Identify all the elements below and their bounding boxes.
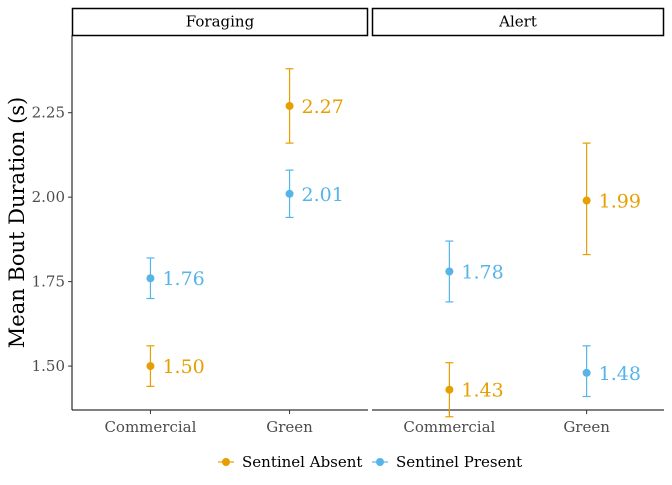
x-tick-label: Commercial bbox=[104, 418, 196, 436]
data-label: 2.27 bbox=[302, 96, 344, 118]
legend-key-point bbox=[222, 458, 230, 466]
facet-strip-1 bbox=[71, 7, 369, 37]
data-label: 1.76 bbox=[162, 268, 204, 290]
data-point bbox=[146, 362, 155, 371]
y-tick-label: 1.50 bbox=[32, 357, 65, 375]
data-label: 2.01 bbox=[302, 184, 344, 206]
data-point bbox=[146, 274, 155, 283]
data-label: 1.99 bbox=[599, 191, 641, 213]
data-point bbox=[285, 189, 294, 198]
y-tick-label: 1.75 bbox=[32, 273, 65, 291]
legend-key-point bbox=[376, 458, 384, 466]
data-point bbox=[445, 267, 454, 276]
y-tick-label: 2.00 bbox=[32, 188, 65, 206]
data-label: 1.48 bbox=[599, 363, 641, 385]
y-tick-label: 2.25 bbox=[32, 104, 65, 122]
data-point bbox=[285, 101, 294, 110]
data-point bbox=[582, 368, 591, 377]
data-label: 1.78 bbox=[461, 261, 503, 283]
facet-strip-2 bbox=[371, 7, 665, 37]
legend-label: Sentinel Present bbox=[396, 453, 522, 471]
data-label: 1.50 bbox=[162, 356, 204, 378]
data-point bbox=[445, 385, 454, 394]
facet-strip-label: Foraging bbox=[186, 13, 255, 31]
data-label: 1.43 bbox=[461, 380, 503, 402]
legend-label: Sentinel Absent bbox=[242, 453, 362, 471]
y-axis-title: Mean Bout Duration (s) bbox=[5, 97, 29, 348]
x-tick-label: Green bbox=[563, 418, 610, 436]
x-tick-label: Commercial bbox=[403, 418, 495, 436]
data-point bbox=[582, 196, 591, 205]
facet-strip-label: Alert bbox=[498, 13, 537, 31]
x-tick-label: Green bbox=[266, 418, 313, 436]
